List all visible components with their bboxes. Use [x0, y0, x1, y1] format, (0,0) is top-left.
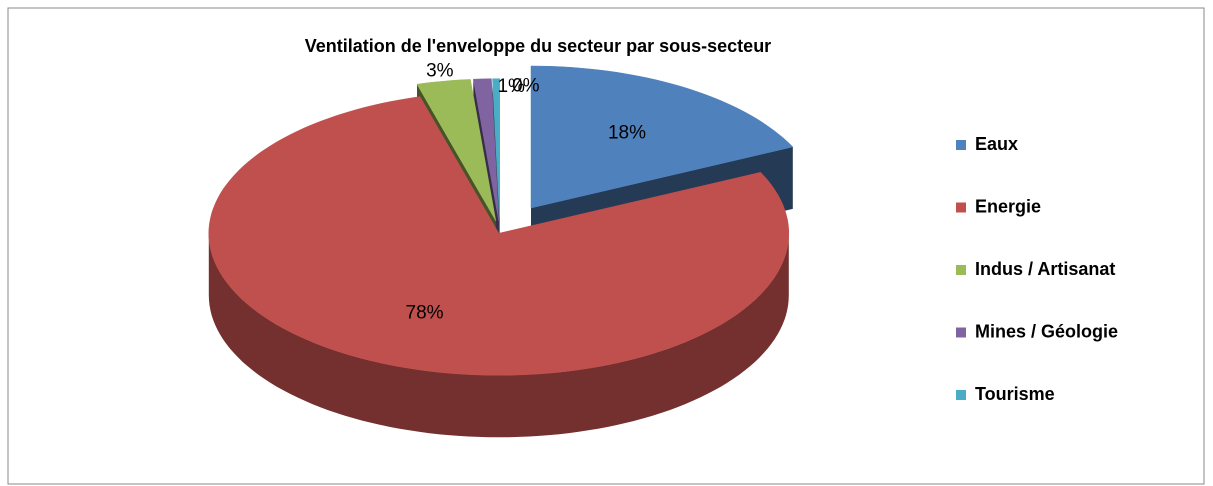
chart-title: Ventilation de l'enveloppe du secteur pa… — [305, 36, 771, 56]
legend-label: Tourisme — [975, 384, 1055, 404]
slice-top — [208, 96, 790, 376]
data-label: 3% — [426, 60, 454, 81]
slice-side — [208, 233, 789, 438]
pie-slice — [208, 96, 790, 438]
data-label: 78% — [406, 302, 444, 323]
legend-swatch — [956, 265, 966, 275]
slice-top — [492, 78, 500, 221]
data-label: 0% — [512, 76, 540, 97]
data-label: 18% — [608, 123, 646, 144]
legend-swatch — [956, 390, 966, 400]
legend-swatch — [956, 327, 966, 338]
slice-top — [416, 79, 497, 221]
data-label: 1% — [497, 76, 525, 97]
legend-label: Eaux — [975, 134, 1018, 154]
slice-top — [530, 65, 794, 209]
legend-swatch — [956, 140, 966, 150]
legend-swatch — [956, 202, 966, 213]
slice-top — [473, 78, 499, 221]
legend-label: Indus / Artisanat — [975, 259, 1115, 279]
legend-label: Mines / Géologie — [975, 321, 1118, 341]
legend-label: Energie — [975, 196, 1041, 216]
